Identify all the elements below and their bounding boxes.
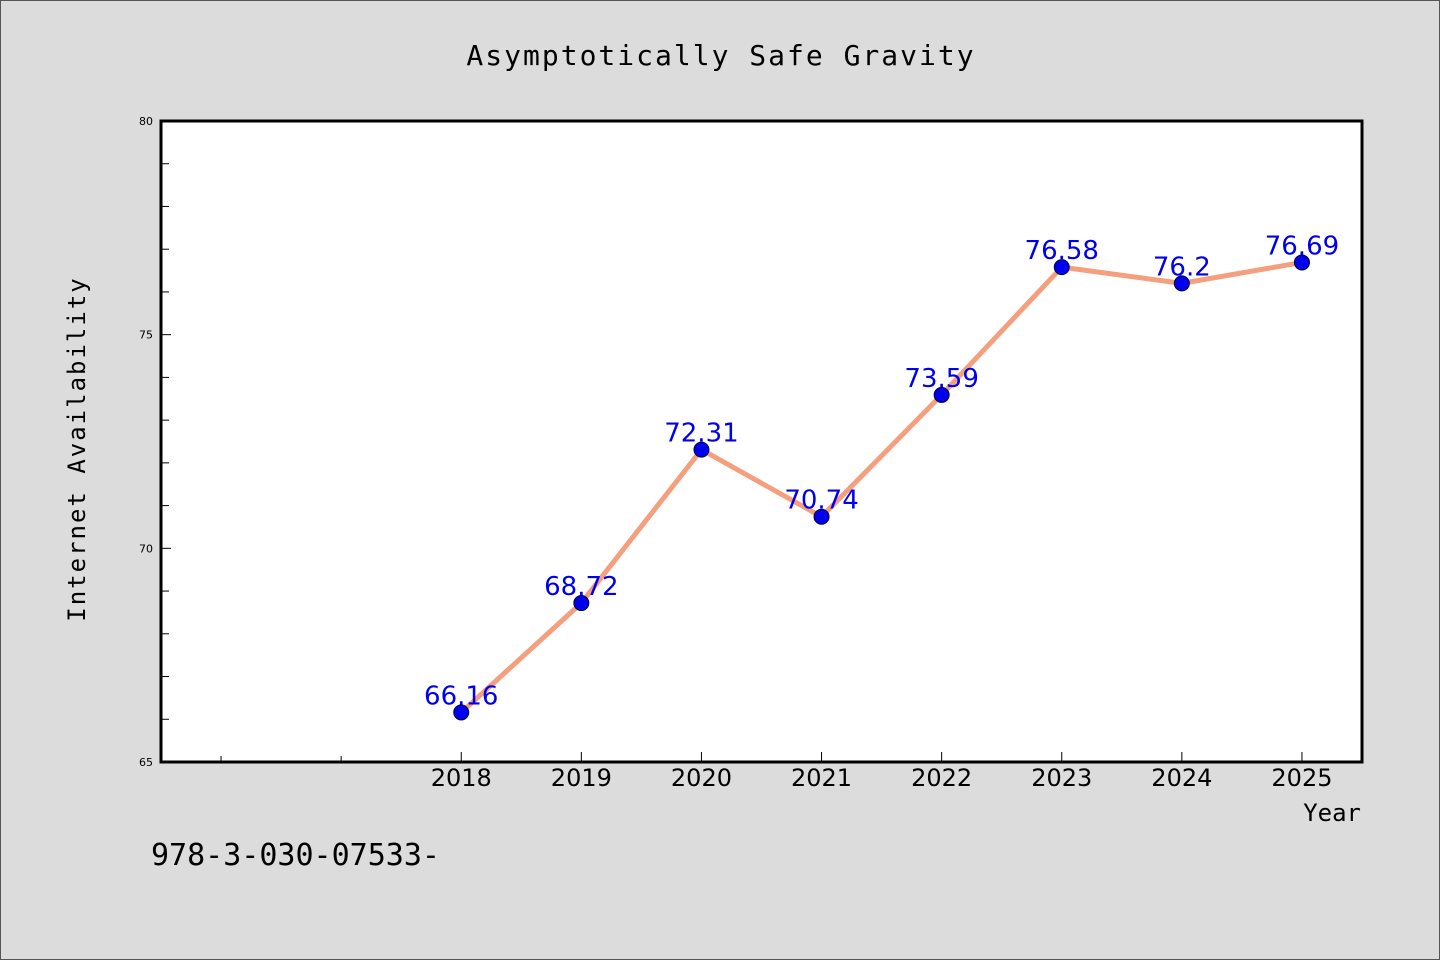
data-label: 70.74 [784, 486, 858, 516]
data-label: 72.31 [664, 419, 738, 449]
data-label: 76.69 [1265, 231, 1339, 261]
x-tick-label: 2019 [551, 764, 612, 792]
data-point [813, 508, 830, 525]
data-point [693, 441, 710, 458]
x-axis-label: Year [1303, 799, 1361, 827]
y-tick-label: 65 [139, 756, 153, 769]
y-tick-label: 70 [139, 542, 153, 555]
data-label: 73.59 [904, 364, 978, 394]
x-tick-label: 2025 [1271, 764, 1332, 792]
chart-title: Asymptotically Safe Gravity [466, 39, 975, 72]
data-point [933, 386, 950, 403]
y-tick-label: 75 [139, 329, 153, 342]
y-axis: 65 70 75 80 [139, 115, 171, 769]
data-label: 66.16 [424, 681, 498, 711]
data-point [1293, 254, 1310, 271]
x-tick-label: 2021 [791, 764, 852, 792]
data-label: 76.2 [1153, 252, 1211, 282]
x-axis: 2018 2019 2020 2021 2022 2023 2024 2025 [220, 752, 1332, 792]
data-point [453, 704, 470, 721]
x-tick-label: 2022 [911, 764, 972, 792]
x-tick-label: 2020 [671, 764, 732, 792]
series-layer: 66.16 68.72 72.31 70.74 73.59 76.58 76.2 76.69 [424, 231, 1339, 721]
plot-area [159, 119, 1364, 764]
data-point [1173, 275, 1190, 292]
x-tick-label: 2018 [431, 764, 492, 792]
data-label: 68.72 [544, 572, 618, 602]
y-axis-label: Internet Availability [63, 276, 91, 621]
isbn-text: 978-3-030-07533- [151, 838, 440, 873]
series-line [458, 259, 1305, 715]
data-point [573, 595, 590, 612]
data-label: 76.58 [1025, 236, 1099, 266]
x-tick-label: 2024 [1151, 764, 1212, 792]
x-tick-label: 2023 [1031, 764, 1092, 792]
y-tick-label: 80 [139, 115, 153, 128]
data-point [1053, 259, 1070, 276]
